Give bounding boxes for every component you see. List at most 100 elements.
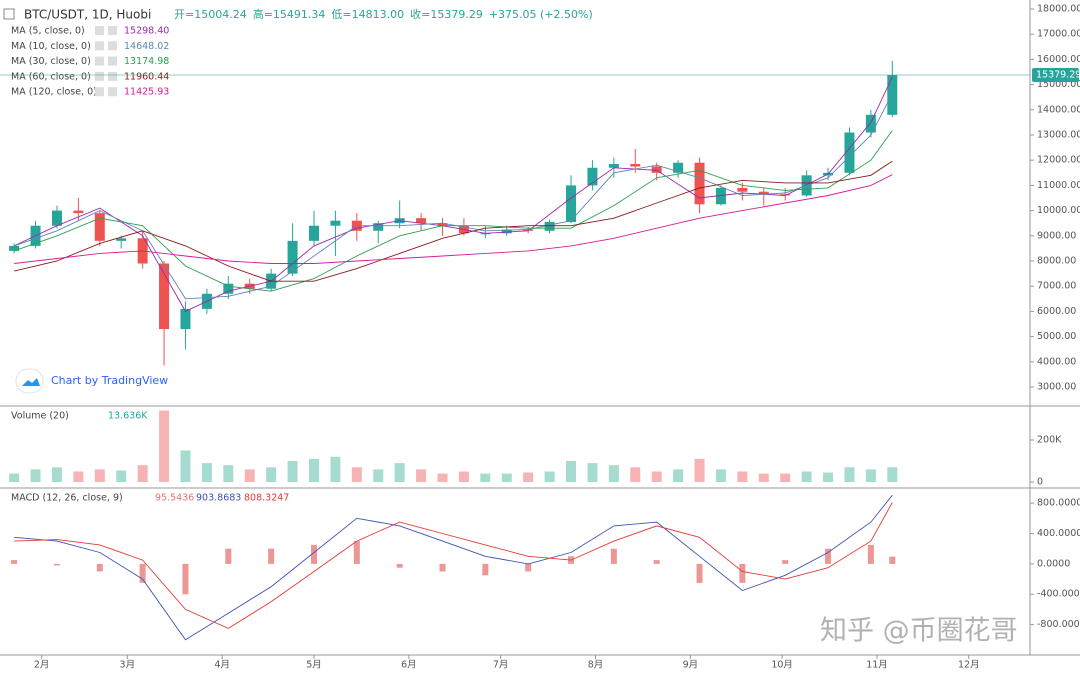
volume-bar: [673, 469, 684, 482]
histogram-bar: [867, 544, 874, 564]
candle-body: [566, 185, 577, 222]
histogram-bar: [653, 560, 660, 564]
legend-icon[interactable]: [108, 56, 117, 66]
legend-value: 903.8683: [196, 493, 241, 504]
legend-value: 95.5436: [155, 493, 194, 504]
candle-body: [694, 162, 705, 205]
volume-bar: [887, 467, 898, 482]
volume-bar: [223, 465, 234, 482]
close-label: 收=15379.29: [410, 7, 483, 21]
legend-icon[interactable]: [95, 56, 104, 66]
candle-body: [287, 240, 298, 274]
histogram-bar: [53, 563, 60, 566]
volume-bar: [373, 469, 384, 482]
y-tick-label: -800.0000: [1037, 619, 1080, 630]
candle-body: [844, 132, 855, 173]
y-tick-label: 10000.00: [1037, 205, 1080, 216]
last-price-label: 15379.29: [1036, 70, 1080, 81]
legend-icon[interactable]: [95, 41, 104, 51]
y-tick-label: 9000.00: [1037, 230, 1076, 241]
x-tick-label: 7月: [493, 660, 509, 671]
open-label: 开=15004.24: [174, 8, 247, 21]
volume-bar: [437, 473, 448, 482]
candle-body: [544, 221, 555, 231]
legend-icon[interactable]: [95, 71, 104, 81]
legend-icon[interactable]: [95, 26, 104, 35]
x-tick-label: 11月: [866, 660, 888, 671]
legend-name: MA (10, close, 0): [11, 41, 91, 52]
collapse-icon[interactable]: [3, 8, 15, 20]
x-tick-label: 12月: [958, 660, 980, 671]
ma-line: [13, 160, 893, 282]
volume-bar: [587, 463, 598, 482]
volume-bar: [651, 471, 662, 482]
histogram-bar: [439, 563, 446, 572]
histogram-bar: [696, 563, 703, 583]
legend-icon[interactable]: [108, 71, 117, 81]
y-tick-label: 0.0000: [1037, 558, 1070, 569]
volume-bar: [780, 473, 791, 482]
y-tick-label: 11000.00: [1037, 180, 1080, 191]
candle-body: [308, 225, 319, 241]
ma-line: [13, 93, 893, 300]
macd-line: [14, 494, 893, 641]
histogram-bar: [396, 563, 403, 568]
legend-name: MA (60, close, 0): [11, 71, 91, 82]
volume-bar: [201, 463, 212, 482]
legend-icon[interactable]: [95, 87, 104, 97]
volume-bar: [394, 463, 405, 482]
histogram-bar: [482, 563, 489, 576]
volume-bar: [844, 467, 855, 482]
branding-text[interactable]: Chart by TradingView: [51, 374, 168, 387]
candle-body: [651, 166, 662, 173]
volume-bar: [608, 465, 619, 482]
legend-value: 15298.40: [124, 26, 169, 37]
change-label: +375.05 (+2.50%): [489, 8, 593, 21]
y-tick-label: 400.0000: [1037, 528, 1080, 539]
candle-body: [737, 187, 748, 192]
volume-bar: [737, 471, 748, 482]
y-tick-label: 18000.00: [1037, 3, 1080, 14]
ohlc-header: 开=15004.24 高=15491.34 低=14813.00 收=15379.29…: [174, 7, 593, 21]
volume-bar: [523, 472, 534, 482]
legend-name: MA (30, close, 0): [11, 56, 91, 67]
candle-body: [73, 210, 84, 214]
branding[interactable]: Chart by TradingView: [15, 368, 168, 394]
ma-line: [14, 174, 893, 264]
volume-bar: [180, 450, 191, 482]
candle-body: [501, 229, 512, 234]
legend-icon[interactable]: [108, 26, 117, 35]
legend-value: 13.636K: [108, 411, 148, 422]
histogram-bar: [139, 563, 146, 583]
candle-body: [780, 194, 791, 196]
histogram-bar: [739, 563, 746, 583]
y-tick-label: 800.0000: [1037, 498, 1080, 509]
x-tick-label: 2月: [34, 660, 50, 671]
volume-bar: [501, 473, 512, 482]
high-label: 高=15491.34: [253, 7, 326, 21]
x-tick-label: 6月: [401, 660, 417, 671]
candle-body: [865, 114, 876, 133]
volume-bar: [566, 460, 577, 482]
histogram-bar: [825, 548, 832, 564]
y-tick-label: 6000.00: [1037, 306, 1076, 317]
candle-body: [587, 167, 598, 186]
legend-name: MA (120, close, 0): [11, 87, 97, 98]
histogram-bar: [11, 560, 18, 564]
candle-body: [159, 263, 170, 330]
volume-bar: [244, 469, 255, 482]
x-tick-label: 4月: [214, 660, 230, 671]
volume-bar: [51, 467, 62, 482]
histogram-bar: [182, 563, 189, 595]
legend-icon[interactable]: [108, 87, 117, 97]
y-tick-label: 7000.00: [1037, 281, 1076, 292]
volume-bar: [287, 460, 298, 482]
legend-icon[interactable]: [108, 41, 117, 51]
x-tick-label: 10月: [771, 660, 793, 671]
volume-bar: [330, 456, 341, 482]
legend-value: 13174.98: [124, 56, 169, 67]
histogram-bar: [889, 556, 896, 564]
ma-line: [13, 130, 893, 292]
volume-bar: [9, 473, 20, 482]
volume-bar: [30, 469, 41, 482]
